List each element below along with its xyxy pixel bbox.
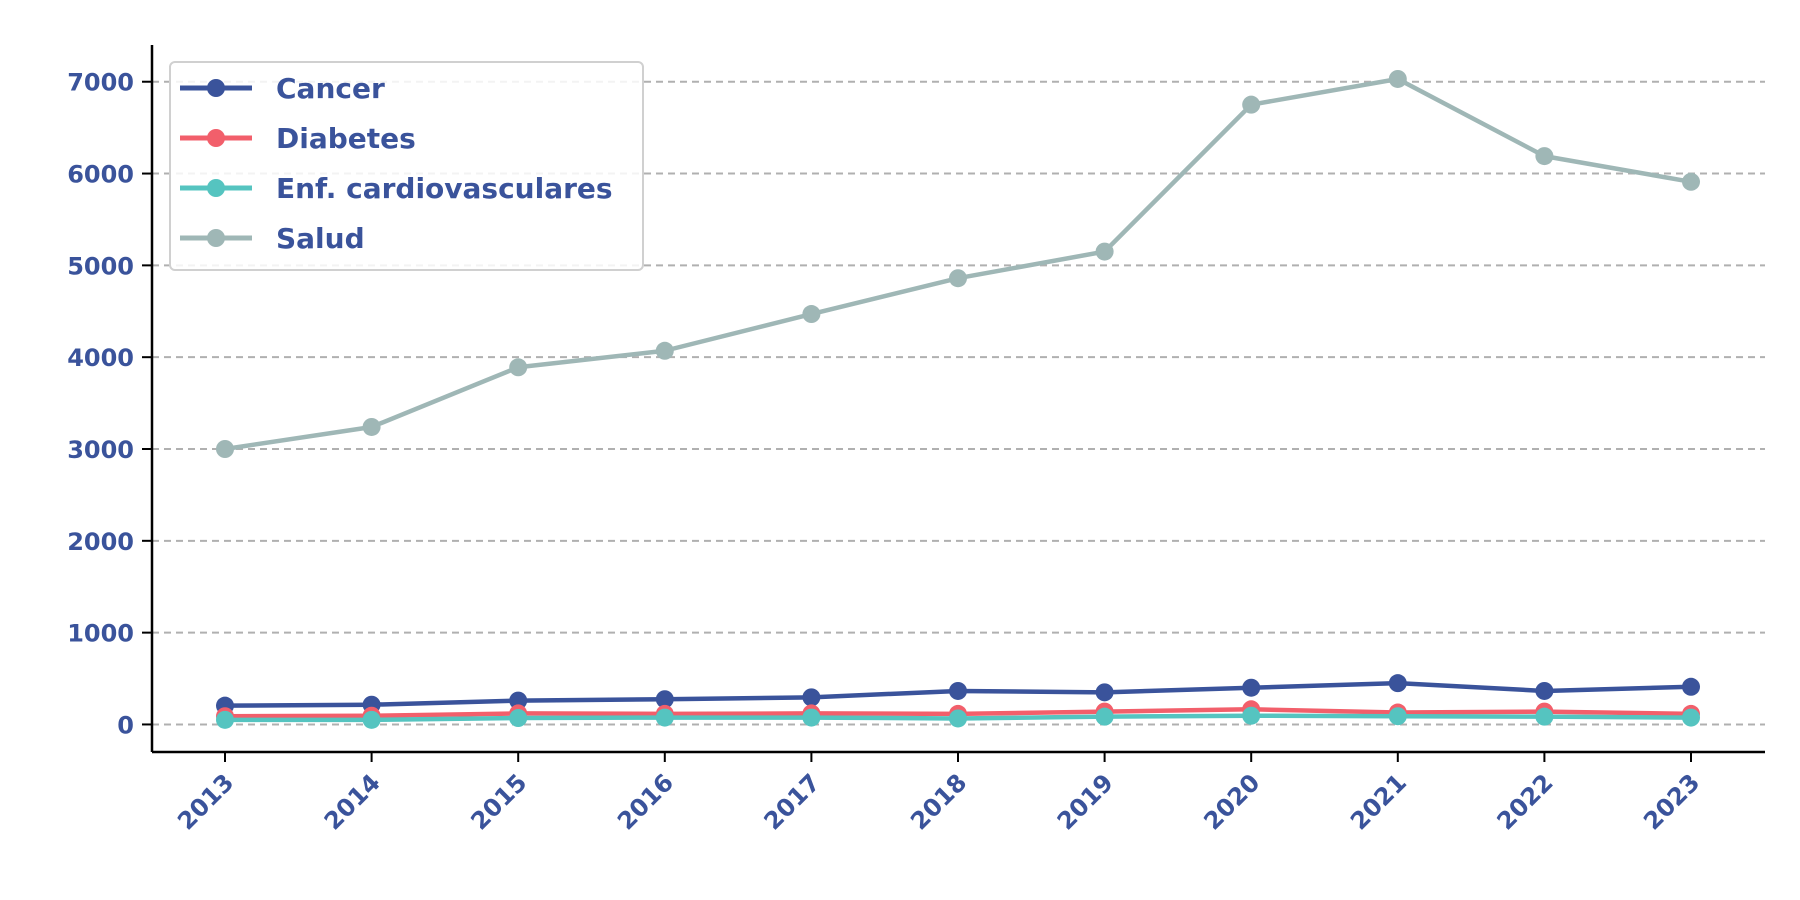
x-tick-label: 2014 — [319, 768, 386, 835]
y-tick-label: 2000 — [67, 528, 134, 556]
y-tick-label: 4000 — [67, 344, 134, 372]
series-enf-cardiovasculares — [216, 706, 1700, 729]
y-tick-label: 0 — [117, 711, 134, 739]
data-point — [509, 358, 528, 377]
data-point — [1535, 707, 1554, 726]
data-point — [1682, 708, 1700, 727]
x-tick-label: 2015 — [465, 768, 532, 835]
data-point — [1535, 147, 1554, 166]
legend-swatch-marker — [207, 79, 225, 97]
legend-swatch-marker — [207, 179, 225, 197]
x-tick-label: 2013 — [172, 768, 239, 835]
data-point — [216, 710, 234, 729]
data-point — [1095, 707, 1114, 726]
data-point — [1095, 683, 1114, 702]
series-group — [216, 69, 1700, 729]
data-point — [362, 417, 381, 436]
data-point — [509, 691, 528, 710]
legend-swatch-marker — [207, 229, 225, 247]
y-tick-label: 6000 — [67, 161, 134, 189]
data-point — [1095, 242, 1114, 261]
series-cancer — [216, 674, 1700, 715]
data-point — [1242, 95, 1261, 114]
y-tick-label: 5000 — [67, 252, 134, 280]
y-tick-label: 3000 — [67, 436, 134, 464]
data-point — [949, 681, 967, 700]
series-salud — [216, 69, 1700, 458]
x-tick-label: 2017 — [759, 768, 826, 835]
data-point — [1388, 674, 1407, 693]
y-tick-label: 7000 — [67, 69, 134, 97]
legend-label: Diabetes — [276, 122, 416, 155]
x-tick-label: 2020 — [1198, 768, 1265, 835]
y-ticks: 0 1000 2000 3000 4000 5000 6000 7000 — [67, 69, 152, 739]
legend-label: Salud — [276, 222, 365, 255]
data-point — [1388, 69, 1407, 88]
x-ticks: 2013 2014 2015 2016 2017 2018 2019 2020 2021 2022… — [172, 752, 1705, 835]
data-point — [1535, 681, 1554, 700]
y-tick-label: 1000 — [67, 620, 134, 648]
data-point — [1242, 706, 1261, 725]
legend-label: Enf. cardiovasculares — [276, 172, 613, 205]
data-point — [802, 708, 821, 727]
x-tick-label: 2022 — [1492, 768, 1559, 835]
data-point — [509, 709, 528, 728]
x-tick-label: 2018 — [905, 768, 972, 835]
x-tick-label: 2021 — [1345, 768, 1412, 835]
x-tick-label: 2019 — [1052, 768, 1119, 835]
data-point — [216, 440, 234, 458]
data-point — [655, 341, 674, 360]
data-point — [949, 709, 967, 728]
data-point — [362, 710, 381, 729]
legend: Cancer Diabetes Enf. cardiovasculares Salud — [169, 61, 644, 271]
data-point — [655, 708, 674, 727]
data-point — [655, 690, 674, 709]
data-point — [1682, 677, 1700, 696]
x-tick-label: 2016 — [612, 768, 679, 835]
data-point — [802, 688, 821, 707]
legend-box — [169, 61, 644, 271]
data-point — [1682, 172, 1700, 191]
legend-label: Cancer — [276, 72, 385, 105]
legend-swatch-marker — [207, 129, 225, 147]
data-point — [1388, 707, 1407, 726]
data-point — [802, 305, 821, 324]
data-point — [949, 269, 967, 288]
data-point — [1242, 678, 1261, 697]
x-tick-label: 2023 — [1638, 768, 1705, 835]
